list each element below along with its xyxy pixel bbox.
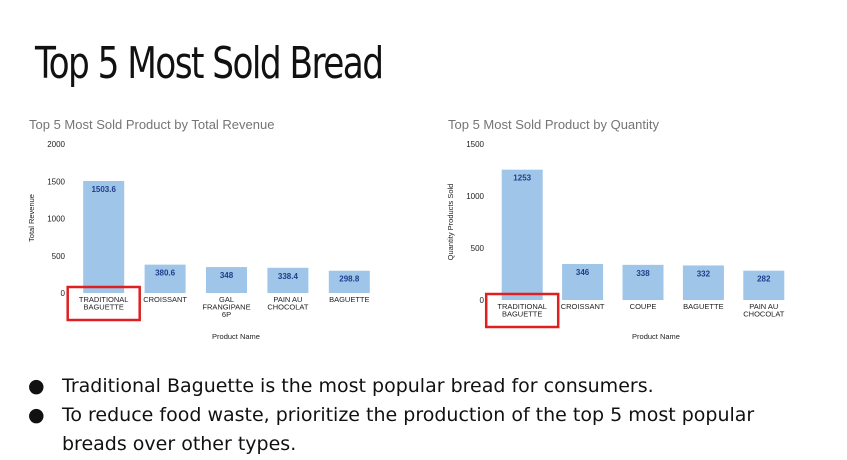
data-label: 348 — [220, 271, 234, 280]
y-tick-label: 1000 — [47, 215, 65, 224]
y-tick-label: 1500 — [466, 140, 484, 149]
category-label: TRADITIONAL — [79, 295, 129, 304]
y-tick-label: 500 — [52, 252, 66, 261]
bullet-icon: ● — [28, 375, 45, 397]
category-label: BAGUETTE — [502, 310, 542, 319]
data-label: 346 — [576, 268, 590, 277]
bar — [144, 264, 186, 293]
category-label: BAGUETTE — [329, 295, 369, 304]
data-label: 282 — [757, 275, 771, 284]
y-tick-label: 0 — [61, 289, 66, 298]
category-label: CROISSANT — [561, 302, 605, 311]
bullet-text: Traditional Baguette is the most popular… — [62, 375, 654, 397]
y-tick-label: 0 — [480, 296, 485, 305]
y-tick-label: 1500 — [47, 177, 65, 186]
data-label: 380.6 — [155, 269, 176, 278]
bar — [682, 265, 724, 300]
data-label: 1253 — [513, 174, 531, 183]
data-label: 338.4 — [278, 272, 299, 281]
chart-title: Top 5 Most Sold Product by Quantity — [448, 117, 659, 132]
revenue-chart-svg: Top 5 Most Sold Product by Total Revenue… — [27, 117, 370, 341]
quantity-chart: Top 5 Most Sold Product by Quantity 0 500 1… — [444, 110, 824, 350]
category-label: FRANGIPANE — [202, 303, 250, 312]
bar — [206, 267, 247, 293]
y-axis-label: Total Revenue — [27, 194, 36, 242]
category-label: GAL — [219, 295, 234, 304]
category-label: BAGUETTE — [83, 303, 123, 312]
category-label: PAIN AU — [749, 302, 778, 311]
category-label: TRADITIONAL — [497, 302, 547, 311]
bullet-item: ● Traditional Baguette is the most popul… — [28, 372, 802, 401]
category-label: 6P — [222, 310, 231, 319]
category-label: CROISSANT — [143, 295, 187, 304]
slide-title: Top 5 Most Sold Bread — [35, 38, 384, 89]
bar — [501, 169, 543, 300]
bullet-icon: ● — [28, 404, 45, 426]
highlight-box — [484, 292, 560, 329]
highlight-box — [66, 285, 141, 322]
data-label: 338 — [636, 269, 650, 278]
x-axis-label: Product Name — [632, 332, 680, 341]
bar — [622, 264, 664, 300]
chart-title: Top 5 Most Sold Product by Total Revenue — [29, 117, 274, 132]
category-label: PAIN AU — [273, 295, 302, 304]
bar — [562, 264, 604, 300]
y-tick-label: 500 — [471, 244, 485, 253]
revenue-chart: Top 5 Most Sold Product by Total Revenue… — [25, 110, 405, 350]
bar — [328, 270, 370, 293]
data-label: 298.8 — [339, 275, 360, 284]
bar — [83, 180, 125, 293]
data-label: 332 — [697, 269, 711, 278]
y-axis-label: Quantity Products Sold — [446, 184, 455, 261]
category-label: CHOCOLAT — [743, 310, 785, 319]
category-label: BAGUETTE — [683, 302, 723, 311]
category-label: CHOCOLAT — [267, 303, 309, 312]
y-tick-label: 2000 — [47, 140, 65, 149]
x-axis-label: Product Name — [212, 332, 260, 341]
bullet-item: ● To reduce food waste, prioritize the p… — [28, 401, 802, 459]
y-tick-label: 1000 — [466, 192, 484, 201]
bullet-list: ● Traditional Baguette is the most popul… — [28, 372, 802, 459]
bullet-text: To reduce food waste, prioritize the pro… — [62, 404, 755, 455]
category-label: COUPE — [630, 302, 657, 311]
data-label: 1503.6 — [91, 185, 116, 194]
bar — [267, 267, 309, 293]
bar — [743, 270, 785, 300]
quantity-chart-svg: Top 5 Most Sold Product by Quantity 0 500 1… — [446, 117, 785, 341]
